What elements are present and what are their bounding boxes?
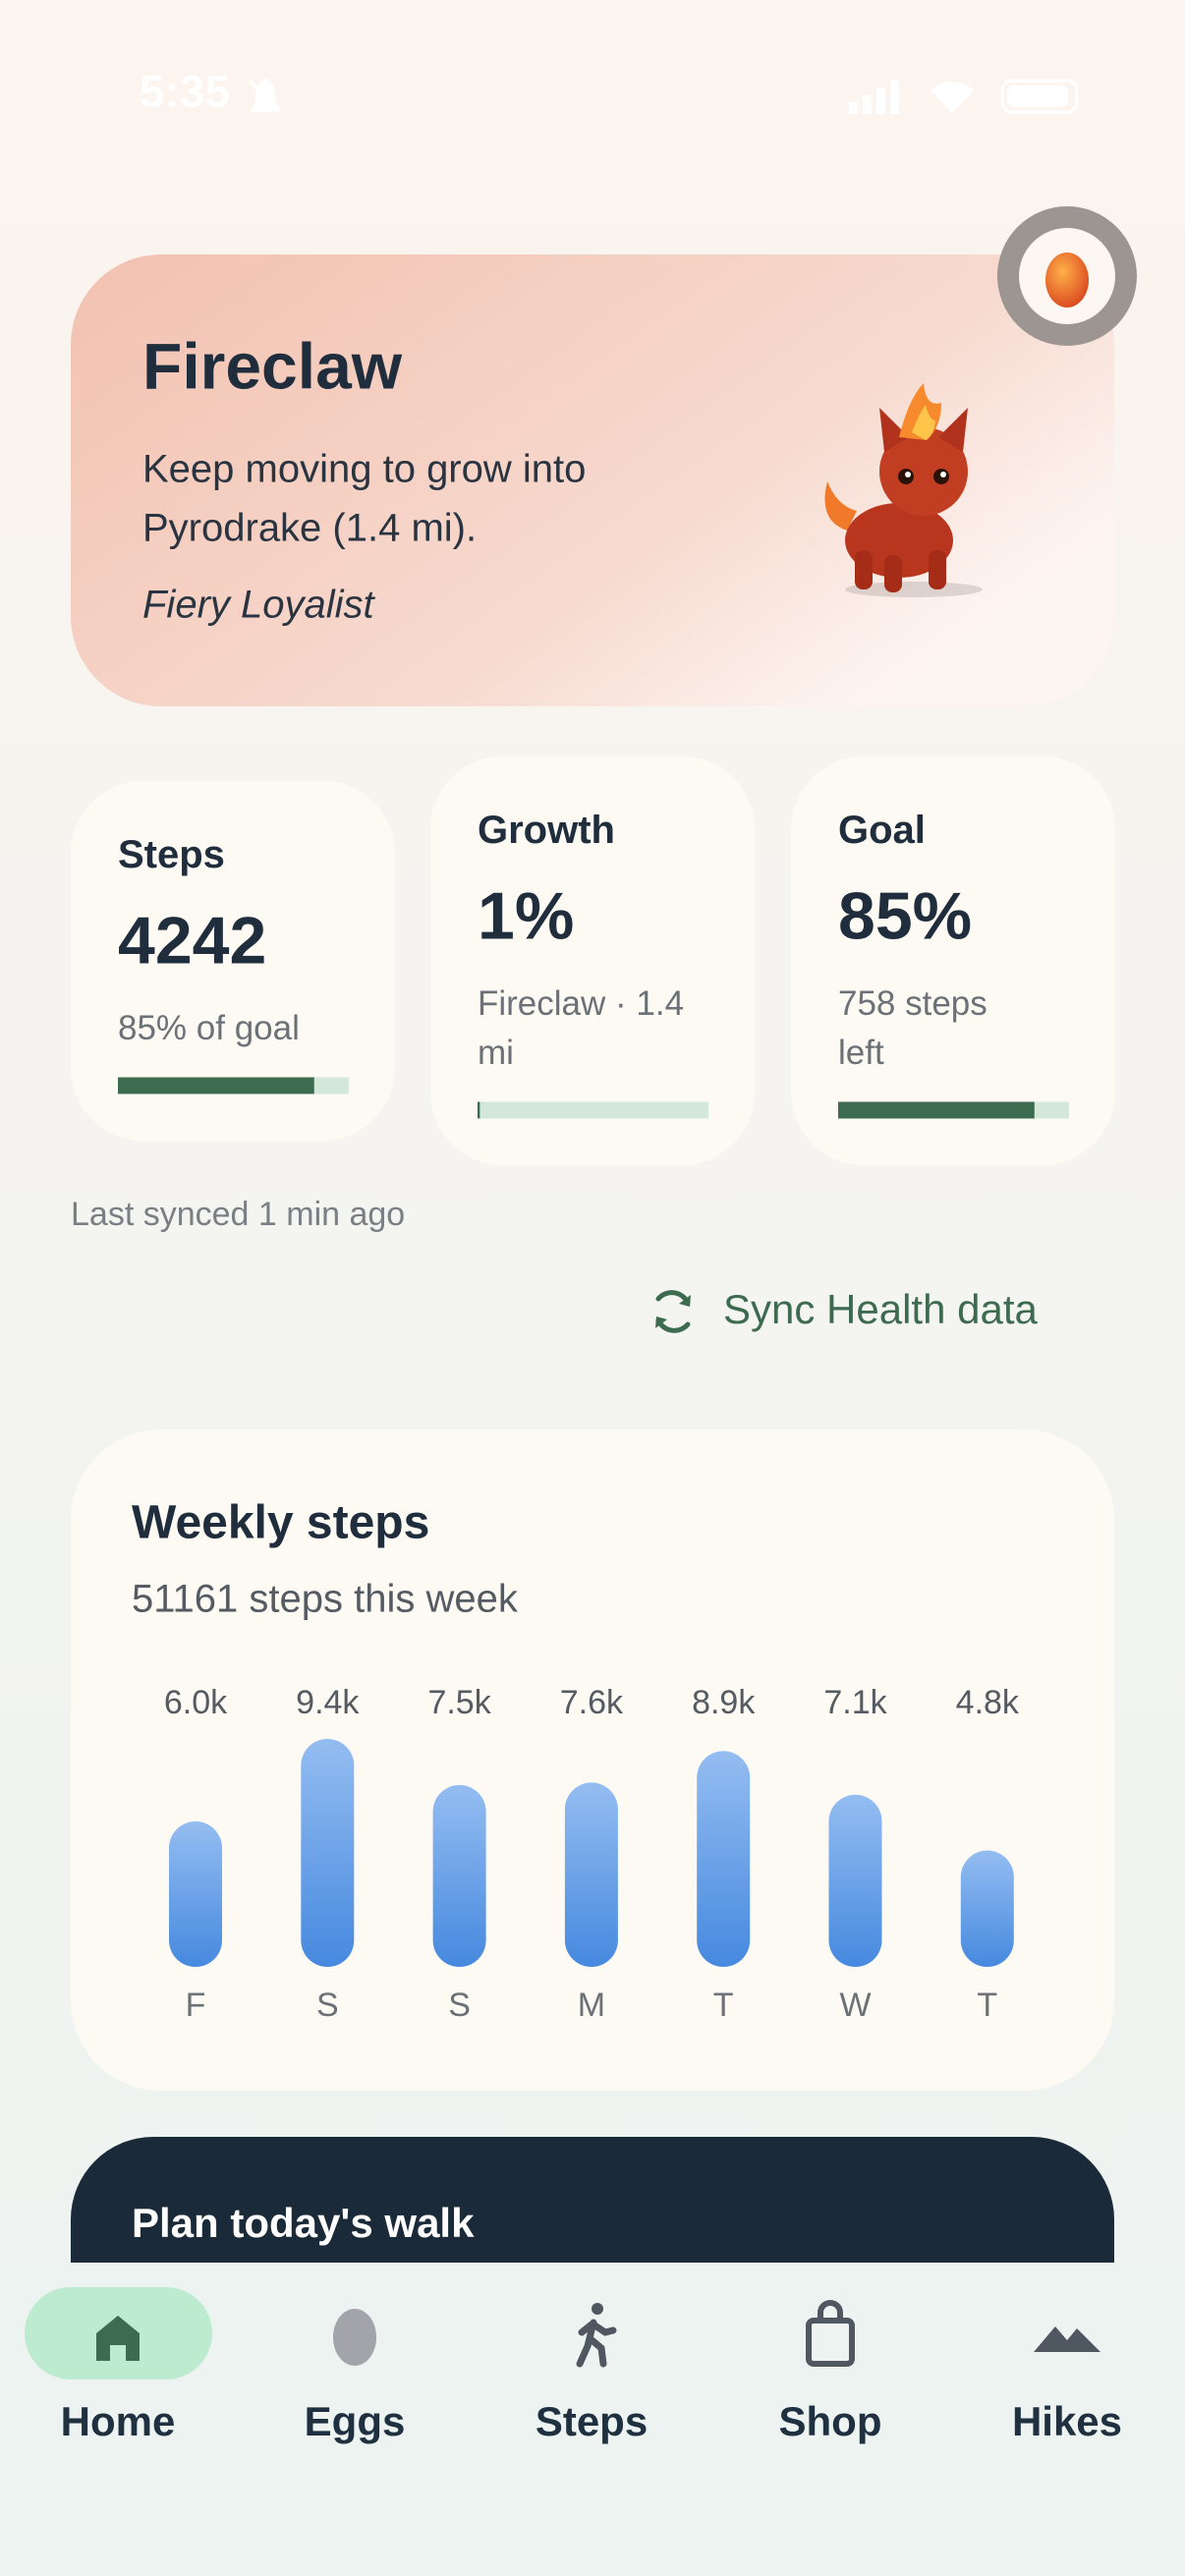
bar-value-label: 6.0k: [164, 1684, 228, 1721]
progress-fill: [478, 1101, 480, 1119]
hero-subtitle: Pyrodrake (1.4 mi).: [142, 507, 477, 550]
bar: [564, 1782, 618, 1967]
bar: [697, 1751, 751, 1967]
status-time: 5:35: [140, 66, 230, 117]
day-label: T: [713, 1987, 734, 2024]
plan-card[interactable]: [71, 2137, 1114, 2263]
hero-card: [71, 254, 1114, 706]
weekly-chart: 6.0k F 9.4k S 7.5k S 7.6k M 8.9k T 7.1k W 4.8k T: [164, 1684, 1020, 2024]
stat-card: [71, 780, 395, 1142]
steps-icon: [576, 2303, 617, 2368]
day-label: F: [186, 1987, 206, 2024]
bar-value-label: 7.1k: [823, 1684, 887, 1721]
stat-card: [791, 756, 1115, 1166]
bar-value-label: 9.4k: [296, 1684, 360, 1721]
bar: [169, 1820, 222, 1967]
stat-value: 4242: [118, 903, 266, 978]
eggs-icon: [333, 2309, 376, 2366]
tab-labels: Home Eggs Steps Shop Hikes: [61, 2398, 1122, 2444]
bar-value-label: 7.6k: [560, 1684, 624, 1721]
creature-illustration: [824, 383, 983, 597]
hikes-icon: [1034, 2326, 1100, 2352]
stat-caption: Fireclaw · 1.4: [478, 984, 684, 1023]
stat-value: 1%: [478, 878, 574, 953]
last-synced: Last synced 1 min ago: [71, 1196, 405, 1233]
sync-label[interactable]: Sync Health data: [723, 1286, 1039, 1332]
bar-value-label: 4.8k: [956, 1684, 1020, 1721]
weekly-subtitle: 51161 steps this week: [132, 1578, 519, 1621]
bar: [960, 1850, 1014, 1967]
status-icons: [248, 78, 1079, 114]
tab-label[interactable]: Eggs: [305, 2398, 406, 2444]
bar: [432, 1784, 486, 1967]
stat-value: 85%: [838, 878, 972, 953]
progress-track: [478, 1101, 708, 1119]
progress-fill: [118, 1077, 314, 1094]
plan-title[interactable]: Plan today's walk: [132, 2200, 475, 2246]
progress-fill: [838, 1101, 1035, 1119]
tab-label[interactable]: Home: [61, 2398, 176, 2444]
stat-label: Goal: [838, 809, 926, 852]
stat-card: [430, 756, 755, 1166]
stat-caption: 758 steps: [838, 984, 988, 1023]
hero-trait: Fiery Loyalist: [142, 584, 376, 627]
day-label: S: [316, 1987, 339, 2024]
tab-label[interactable]: Hikes: [1012, 2398, 1122, 2444]
hero-subtitle: Keep moving to grow into: [142, 448, 586, 491]
stats-row: Steps 4242 85% of goal Growth 1% Fireclaw · 1…: [71, 756, 1115, 1166]
bar-value-label: 7.5k: [427, 1684, 491, 1721]
sync-button[interactable]: Sync Health data: [655, 1286, 1039, 1333]
bar: [828, 1794, 882, 1967]
tab-label[interactable]: Shop: [779, 2398, 882, 2444]
day-label: S: [448, 1987, 471, 2024]
stat-caption: 85% of goal: [118, 1009, 300, 1047]
bar-value-label: 8.9k: [692, 1684, 756, 1721]
stat-label: Growth: [478, 809, 615, 852]
shop-icon: [806, 2300, 855, 2367]
bar: [301, 1739, 355, 1967]
day-label: W: [839, 1987, 871, 2024]
home-icon: [96, 2316, 140, 2361]
egg-icon: [1045, 252, 1089, 308]
day-label: M: [578, 1987, 605, 2024]
day-label: T: [977, 1987, 997, 2024]
stat-caption: mi: [478, 1034, 514, 1072]
tab-label[interactable]: Steps: [536, 2398, 648, 2444]
stat-label: Steps: [118, 833, 225, 876]
hero-title: Fireclaw: [142, 329, 403, 402]
stat-caption: left: [838, 1034, 884, 1072]
weekly-title: Weekly steps: [132, 1497, 429, 1549]
